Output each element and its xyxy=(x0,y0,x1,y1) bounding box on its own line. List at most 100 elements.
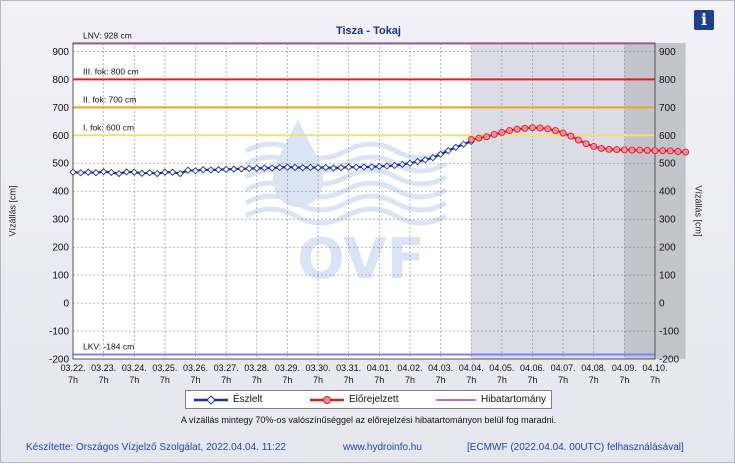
data-point-observed xyxy=(291,163,299,172)
info-icon[interactable]: i xyxy=(694,10,714,30)
y-tick-label-left: -200 xyxy=(49,355,69,366)
data-point-observed xyxy=(299,164,307,172)
x-tick-label-hour: 7h xyxy=(497,375,507,385)
y-tick-label-right: 700 xyxy=(659,103,676,114)
data-point-observed xyxy=(360,163,368,171)
data-point-observed xyxy=(222,165,230,174)
watermark-text: OVF xyxy=(297,227,425,292)
data-point-observed xyxy=(122,168,131,176)
x-tick-label-date: 03.27. xyxy=(214,363,239,373)
x-tick-label-date: 03.28. xyxy=(244,363,269,373)
y-tick-label-left: 400 xyxy=(52,187,69,198)
x-tick-label-hour: 7h xyxy=(160,375,170,385)
footer-link[interactable]: www.hydroinfo.hu xyxy=(343,442,422,453)
data-point-observed xyxy=(176,169,184,178)
reference-line-label: LKV: -184 cm xyxy=(83,342,134,352)
x-tick-label-hour: 7h xyxy=(619,375,629,385)
data-point-forecast xyxy=(636,146,644,154)
footer-source: [ECMWF (2022.04.04. 00UTC) felhasználásá… xyxy=(467,442,684,453)
y-tick-label-right: -100 xyxy=(659,327,679,338)
data-point-observed xyxy=(99,168,108,176)
y-axis-label-left: Vízállás [cm] xyxy=(7,185,18,237)
data-point-forecast xyxy=(467,136,475,143)
x-tick-label-date: 04.01. xyxy=(367,363,392,373)
x-tick-label-date: 04.10. xyxy=(642,363,667,373)
y-tick-label-right: 300 xyxy=(659,215,676,226)
legend-marker-forecast xyxy=(323,396,331,404)
data-point-forecast xyxy=(620,146,628,154)
legend-label-error-range: Hibatartomány xyxy=(481,394,547,405)
y-tick-label-left: 500 xyxy=(52,159,69,170)
watermark-wave-0 xyxy=(244,141,448,161)
watermark-wave-3 xyxy=(244,180,448,200)
data-point-observed xyxy=(345,163,353,171)
y-tick-label-left: 800 xyxy=(52,75,69,86)
footer-made-by: Készítette: Országos Vízjelző Szolgálat,… xyxy=(26,442,286,453)
x-tick-label-date: 04.02. xyxy=(397,363,422,373)
data-point-observed xyxy=(268,164,276,172)
data-point-observed xyxy=(398,160,406,169)
data-point-observed xyxy=(115,169,123,178)
x-tick-label-hour: 7h xyxy=(589,375,599,385)
data-point-observed xyxy=(237,165,246,173)
watermark-wave-2 xyxy=(244,167,448,187)
data-point-observed xyxy=(459,140,468,148)
data-point-forecast xyxy=(551,127,559,134)
y-tick-label-left: 0 xyxy=(63,299,69,310)
reference-line-label: III. fok: 800 cm xyxy=(83,66,139,76)
data-point-observed xyxy=(368,163,376,171)
legend-marker-observed xyxy=(206,395,216,405)
reference-line-label: I. fok: 600 cm xyxy=(83,122,134,132)
x-tick-label-date: 03.30. xyxy=(306,363,331,373)
x-tick-label-hour: 7h xyxy=(436,375,446,385)
data-point-observed xyxy=(444,147,452,155)
x-tick-label-date: 04.06. xyxy=(520,363,545,373)
data-point-forecast xyxy=(628,146,636,154)
data-point-observed xyxy=(306,163,315,172)
x-tick-label-hour: 7h xyxy=(558,375,568,385)
data-point-forecast xyxy=(651,147,659,155)
data-point-observed xyxy=(436,150,445,158)
forecast-note: A vízállás mintegy 70%-os valószínűségge… xyxy=(180,415,557,425)
x-tick-label-date: 04.04. xyxy=(459,363,484,373)
data-point-observed xyxy=(153,169,161,178)
x-tick-label-date: 03.29. xyxy=(275,363,300,373)
y-tick-label-left: -100 xyxy=(49,327,69,338)
data-point-forecast xyxy=(643,146,651,154)
y-tick-label-left: 100 xyxy=(52,271,69,282)
x-tick-label-hour: 7h xyxy=(527,375,537,385)
x-tick-label-date: 04.03. xyxy=(428,363,453,373)
chart-title: Tisza - Tokaj xyxy=(335,25,401,37)
x-tick-label-hour: 7h xyxy=(68,375,78,385)
data-point-observed xyxy=(260,164,269,172)
data-point-observed xyxy=(92,169,100,177)
data-point-observed xyxy=(329,164,338,172)
data-point-forecast xyxy=(597,144,605,152)
data-point-observed xyxy=(337,164,345,172)
data-point-observed xyxy=(322,163,330,172)
x-tick-label-hour: 7h xyxy=(191,375,201,385)
data-point-forecast xyxy=(483,133,490,141)
watermark-logo: OVF xyxy=(244,119,448,292)
data-point-observed xyxy=(253,164,261,172)
x-tick-label-hour: 7h xyxy=(650,375,660,385)
data-point-observed xyxy=(421,156,429,164)
data-point-observed xyxy=(207,166,215,174)
data-point-observed xyxy=(283,163,292,171)
y-tick-label-left: 300 xyxy=(52,215,69,226)
data-point-forecast xyxy=(536,124,544,132)
data-point-forecast xyxy=(498,129,506,136)
x-tick-label-hour: 7h xyxy=(313,375,323,385)
data-point-observed xyxy=(383,162,391,170)
y-tick-label-right: 800 xyxy=(659,75,676,86)
data-point-observed xyxy=(168,168,177,176)
x-tick-label-hour: 7h xyxy=(252,375,262,385)
reference-line-label: II. fok: 700 cm xyxy=(83,94,136,104)
data-point-forecast xyxy=(666,147,674,155)
data-point-forecast xyxy=(513,125,521,133)
data-point-forecast xyxy=(674,148,682,155)
data-point-observed xyxy=(452,143,460,151)
data-point-observed xyxy=(184,166,192,174)
watermark-wave-4 xyxy=(244,193,448,213)
data-point-forecast xyxy=(590,143,598,150)
